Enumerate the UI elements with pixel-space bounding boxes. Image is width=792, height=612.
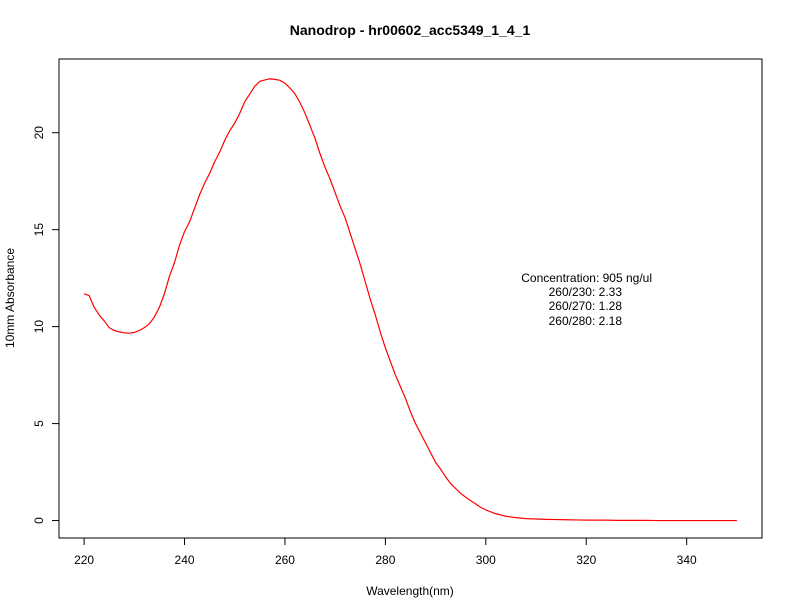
y-tick-label: 0 [32, 517, 46, 524]
y-tick-label: 20 [32, 126, 46, 140]
x-axis-label: Wavelength(nm) [366, 584, 454, 598]
annotation-260-280: 260/280: 2.18 [549, 314, 623, 328]
chart-title: Nanodrop - hr00602_acc5349_1_4_1 [290, 22, 531, 38]
x-tick-label: 220 [74, 553, 94, 567]
y-tick-label: 5 [32, 420, 46, 427]
x-tick-label: 320 [576, 553, 596, 567]
y-axis-label: 10mm Absorbance [3, 248, 17, 348]
x-tick-label: 260 [275, 553, 295, 567]
y-tick-label: 15 [32, 223, 46, 237]
series-line-absorbance [83, 78, 737, 522]
annotation-260-270: 260/270: 1.28 [549, 299, 623, 313]
annotation-260-230: 260/230: 2.33 [549, 285, 623, 299]
x-axis: 220 240 260 280 300 320 340 [74, 537, 697, 567]
annotation-block: Concentration: 905 ng/ul 260/230: 2.33 2… [521, 271, 652, 328]
y-tick-label: 10 [32, 320, 46, 334]
annotation-concentration: Concentration: 905 ng/ul [521, 271, 652, 285]
y-axis: 0 5 10 15 20 [32, 126, 60, 524]
series-layer [83, 78, 737, 522]
x-tick-label: 240 [175, 553, 195, 567]
x-tick-label: 340 [677, 553, 697, 567]
x-tick-label: 300 [476, 553, 496, 567]
x-tick-label: 280 [375, 553, 395, 567]
